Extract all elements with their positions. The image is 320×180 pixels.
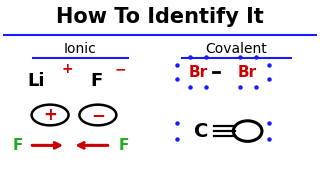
Text: F: F bbox=[90, 72, 102, 90]
Text: Li: Li bbox=[27, 72, 44, 90]
Text: How To Identify It: How To Identify It bbox=[56, 7, 264, 27]
Text: −: − bbox=[114, 62, 126, 76]
Text: F: F bbox=[13, 138, 23, 153]
Text: F: F bbox=[118, 138, 129, 153]
Text: Covalent: Covalent bbox=[205, 42, 267, 56]
Text: Ionic: Ionic bbox=[64, 42, 97, 56]
Text: +: + bbox=[43, 106, 57, 124]
Text: +: + bbox=[62, 62, 73, 76]
Text: −: − bbox=[91, 106, 105, 124]
Text: Br: Br bbox=[189, 65, 208, 80]
Text: C: C bbox=[194, 122, 209, 141]
Text: Br: Br bbox=[238, 65, 257, 80]
